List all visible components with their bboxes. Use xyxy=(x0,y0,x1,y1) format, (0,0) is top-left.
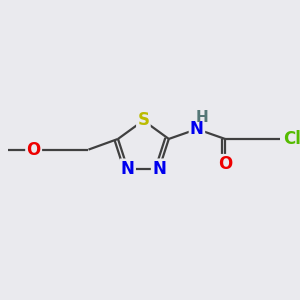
Text: Cl: Cl xyxy=(283,130,300,148)
Text: O: O xyxy=(26,141,41,159)
Text: N: N xyxy=(152,160,166,178)
Text: N: N xyxy=(121,160,135,178)
Text: N: N xyxy=(190,120,204,138)
Text: O: O xyxy=(218,155,232,173)
Text: H: H xyxy=(196,110,208,125)
Text: S: S xyxy=(137,112,149,130)
